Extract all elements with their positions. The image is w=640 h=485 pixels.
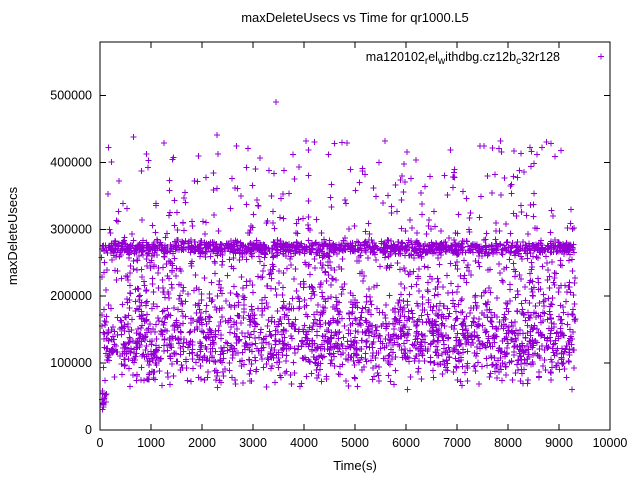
x-tick-labels: 0 1000 2000 3000 4000 5000 6000 7000 8000 9000 100… — [97, 436, 628, 450]
x-tick-label: 9000 — [545, 436, 573, 450]
x-tick-label: 0 — [97, 436, 104, 450]
y-tick-label: 500000 — [50, 89, 92, 103]
y-tick-label: 0 — [85, 423, 92, 437]
x-tick-label: 5000 — [341, 436, 369, 450]
x-tick-label: 3000 — [239, 436, 267, 450]
y-tick-label: 200000 — [50, 289, 92, 303]
y-axis-title: maxDeleteUsecs — [5, 186, 20, 285]
x-tick-label: 1000 — [137, 436, 165, 450]
data-points-path — [98, 99, 579, 413]
plot-border — [99, 41, 611, 431]
legend: ma120102relwithdbg.cz12bc32r128 — [366, 50, 604, 67]
y-tick-label: 300000 — [50, 222, 92, 236]
legend-label: ma120102relwithdbg.cz12bc32r128 — [366, 50, 560, 67]
x-tick-label: 2000 — [188, 436, 216, 450]
chart-title: maxDeleteUsecs vs Time for qr1000.L5 — [241, 10, 469, 25]
y-tick-label: 400000 — [50, 155, 92, 169]
x-axis-title: Time(s) — [333, 458, 377, 473]
x-tick-label: 10000 — [593, 436, 628, 450]
axes-layer — [99, 42, 611, 431]
x-tick-label: 7000 — [443, 436, 471, 450]
x-tick-label: 4000 — [290, 436, 318, 450]
scatter-points-layer — [98, 99, 579, 413]
x-tick-label: 8000 — [494, 436, 522, 450]
legend-plus-marker — [598, 53, 604, 60]
x-tick-label: 6000 — [392, 436, 420, 450]
y-tick-labels: 0 100000 200000 300000 400000 500000 — [50, 89, 92, 437]
y-tick-label: 100000 — [50, 356, 92, 370]
